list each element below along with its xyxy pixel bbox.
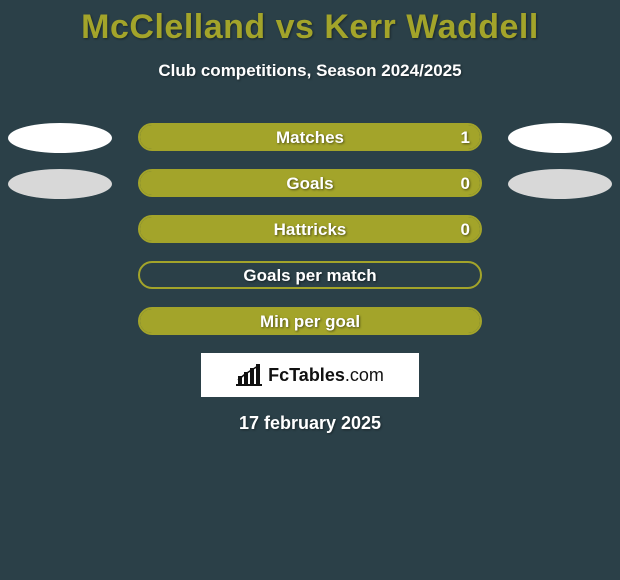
stat-bar-fill-right: [140, 171, 480, 195]
stat-row: Goals per match: [0, 261, 620, 291]
stat-bar: Hattricks0: [138, 215, 482, 243]
stat-bar: Goals0: [138, 169, 482, 197]
stat-bar-fill-right: [140, 309, 480, 333]
stat-row: Goals0: [0, 169, 620, 199]
stat-value-right: 1: [461, 128, 470, 148]
date-label: 17 february 2025: [0, 413, 620, 434]
stat-row: Matches1: [0, 123, 620, 153]
player-left-ellipse: [8, 123, 112, 153]
stat-rows: Matches1 Goals0 Hattricks0 Goals per match M…: [0, 123, 620, 337]
logo-text-suffix: .com: [345, 365, 384, 385]
stat-bar-fill-right: [140, 125, 480, 149]
page-subtitle: Club competitions, Season 2024/2025: [0, 61, 620, 81]
bar-chart-icon: [236, 364, 262, 386]
stat-bar: Goals per match: [138, 261, 482, 289]
stat-bar-fill-right: [140, 217, 480, 241]
logo-text: FcTables.com: [268, 365, 384, 386]
logo-text-main: FcTables: [268, 365, 345, 385]
stat-label: Goals per match: [140, 266, 480, 286]
player-left-ellipse: [8, 169, 112, 199]
stat-value-right: 0: [461, 174, 470, 194]
stat-row: Hattricks0: [0, 215, 620, 245]
stat-row: Min per goal: [0, 307, 620, 337]
logo-box[interactable]: FcTables.com: [201, 353, 419, 397]
player-right-ellipse: [508, 123, 612, 153]
logo-inner: FcTables.com: [236, 364, 384, 386]
stat-value-right: 0: [461, 220, 470, 240]
page-title: McClelland vs Kerr Waddell: [0, 0, 620, 47]
stat-bar: Min per goal: [138, 307, 482, 335]
comparison-card: McClelland vs Kerr Waddell Club competit…: [0, 0, 620, 580]
stat-bar: Matches1: [138, 123, 482, 151]
player-right-ellipse: [508, 169, 612, 199]
